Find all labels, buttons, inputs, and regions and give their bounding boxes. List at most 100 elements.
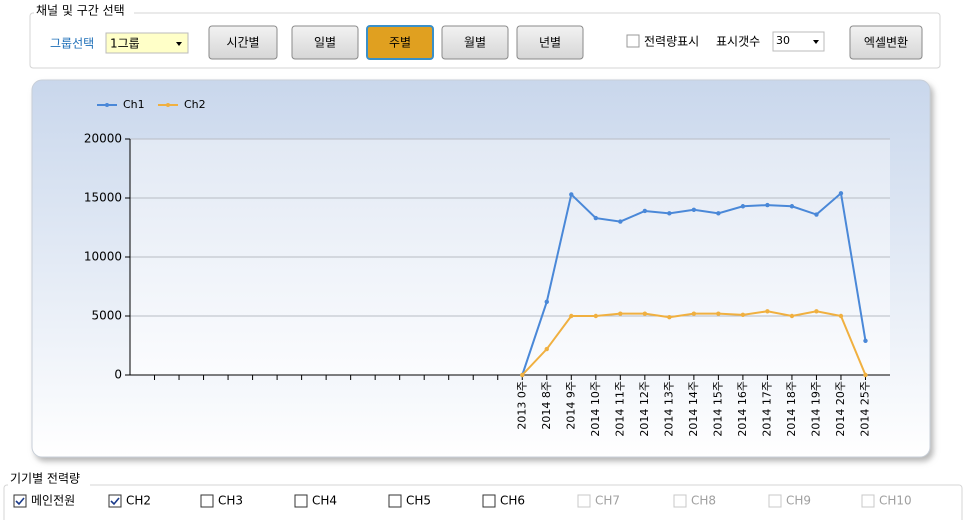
x-tick-label: 2014 9주 [564, 381, 577, 430]
data-point [740, 312, 746, 318]
excel-button[interactable] [849, 25, 923, 60]
device-label: CH8 [691, 494, 716, 508]
groupbox [3, 484, 963, 520]
data-point [520, 372, 525, 378]
data-point [863, 338, 868, 343]
device-label: CH6 [500, 494, 525, 508]
device-label: CH2 [126, 494, 151, 508]
device-checkbox [768, 494, 782, 508]
count-select-value: 30 [776, 34, 790, 47]
device-checkbox [577, 494, 591, 508]
x-tick-label: 2014 13주 [662, 381, 675, 437]
data-point [716, 211, 721, 216]
data-point [642, 311, 648, 316]
period-button[interactable] [441, 25, 509, 60]
y-tick-label: 20000 [84, 132, 122, 146]
legend-marker [105, 103, 109, 107]
data-point [618, 311, 623, 316]
dropdown-arrow [813, 40, 819, 44]
groupbox-title-bg [34, 5, 134, 19]
groupbox [29, 12, 941, 69]
x-tick-label: 2014 25주 [858, 381, 871, 437]
group-label: 그룹선택 [50, 37, 94, 51]
data-point [838, 313, 844, 319]
y-tick-label: 15000 [84, 191, 122, 205]
device-label: CH5 [406, 494, 431, 508]
count-label: 표시갯수 [716, 35, 760, 49]
device-checkbox[interactable] [294, 494, 308, 508]
period-button-label: 년별 [539, 36, 561, 50]
x-tick-label: 2014 8주 [540, 381, 553, 430]
y-tick-label: 10000 [84, 250, 122, 264]
data-point [789, 313, 795, 319]
period-button[interactable] [516, 25, 584, 60]
device-label: 메인전원 [31, 494, 75, 508]
period-button-label: 주별 [389, 36, 411, 50]
power-checkbox[interactable] [626, 34, 640, 48]
x-tick-label: 2014 10주 [589, 381, 602, 437]
device-checkbox[interactable] [482, 494, 496, 508]
excel-button-label: 엑셀변환 [864, 36, 908, 50]
x-tick-label: 2014 14주 [687, 381, 700, 437]
device-checkbox [861, 494, 875, 508]
groupbox-title: 기기별 전력량 [10, 472, 80, 486]
device-checkbox[interactable] [108, 494, 122, 508]
x-tick-label: 2014 15주 [711, 381, 724, 437]
dropdown-arrow [176, 42, 182, 46]
device-checkbox [673, 494, 687, 508]
data-point [593, 313, 599, 319]
x-tick-label: 2014 11주 [613, 381, 626, 437]
data-point [593, 215, 599, 221]
device-label: CH4 [312, 494, 337, 508]
period-button[interactable] [366, 25, 434, 60]
y-tick-label: 5000 [91, 309, 122, 323]
data-point [716, 311, 721, 316]
device-label: CH3 [218, 494, 243, 508]
data-point [814, 309, 819, 314]
x-tick-label: 2014 16주 [736, 381, 749, 437]
data-point [838, 191, 844, 196]
x-tick-label: 2014 19주 [809, 381, 822, 437]
groupbox-title-bg [8, 472, 90, 486]
legend-label: Ch1 [123, 98, 145, 111]
x-tick-label: 2014 12주 [638, 381, 651, 437]
data-point [544, 299, 549, 305]
data-point [544, 346, 549, 352]
data-point [642, 208, 648, 214]
count-select[interactable] [772, 31, 825, 52]
data-point [569, 192, 574, 197]
chart: 0 5000 10000 15000 20000 2013 0주 2014 8주 2014 9… [84, 98, 890, 437]
button-row: 시간별 일별 주별 월별 년별 [208, 25, 584, 60]
data-point [740, 204, 746, 209]
device-checkbox[interactable] [200, 494, 214, 508]
data-point [691, 207, 697, 212]
device-checkbox[interactable] [13, 494, 27, 508]
data-point [569, 313, 574, 319]
power-checkbox-label: 전력량표시 [644, 35, 699, 49]
period-button-label: 시간별 [226, 36, 259, 50]
data-point [618, 219, 623, 224]
device-checkbox[interactable] [388, 494, 402, 508]
data-point [863, 372, 868, 378]
data-point [765, 202, 770, 208]
period-button[interactable] [291, 25, 359, 60]
check-mark [15, 497, 25, 506]
period-button-label: 일별 [314, 36, 336, 50]
data-point [667, 211, 672, 216]
device-label: CH9 [786, 494, 811, 508]
x-tick-label: 2014 18주 [785, 381, 798, 437]
x-tick-label: 2014 17주 [760, 381, 773, 437]
device-checkboxes: 메인전원 CH2 CH3 CH4 CH5 CH6 CH7 CH8 CH9 CH10 [13, 494, 912, 508]
groupbox-title: 채널 및 구간 선택 [36, 4, 125, 18]
data-point [691, 311, 697, 316]
data-point [765, 309, 770, 314]
x-tick-label: 2014 20주 [834, 381, 847, 437]
period-button[interactable] [208, 25, 278, 60]
device-label: CH7 [595, 494, 620, 508]
data-point [789, 204, 795, 209]
data-point [814, 212, 819, 217]
period-button-label: 월별 [464, 36, 486, 50]
group-select[interactable] [105, 32, 189, 54]
